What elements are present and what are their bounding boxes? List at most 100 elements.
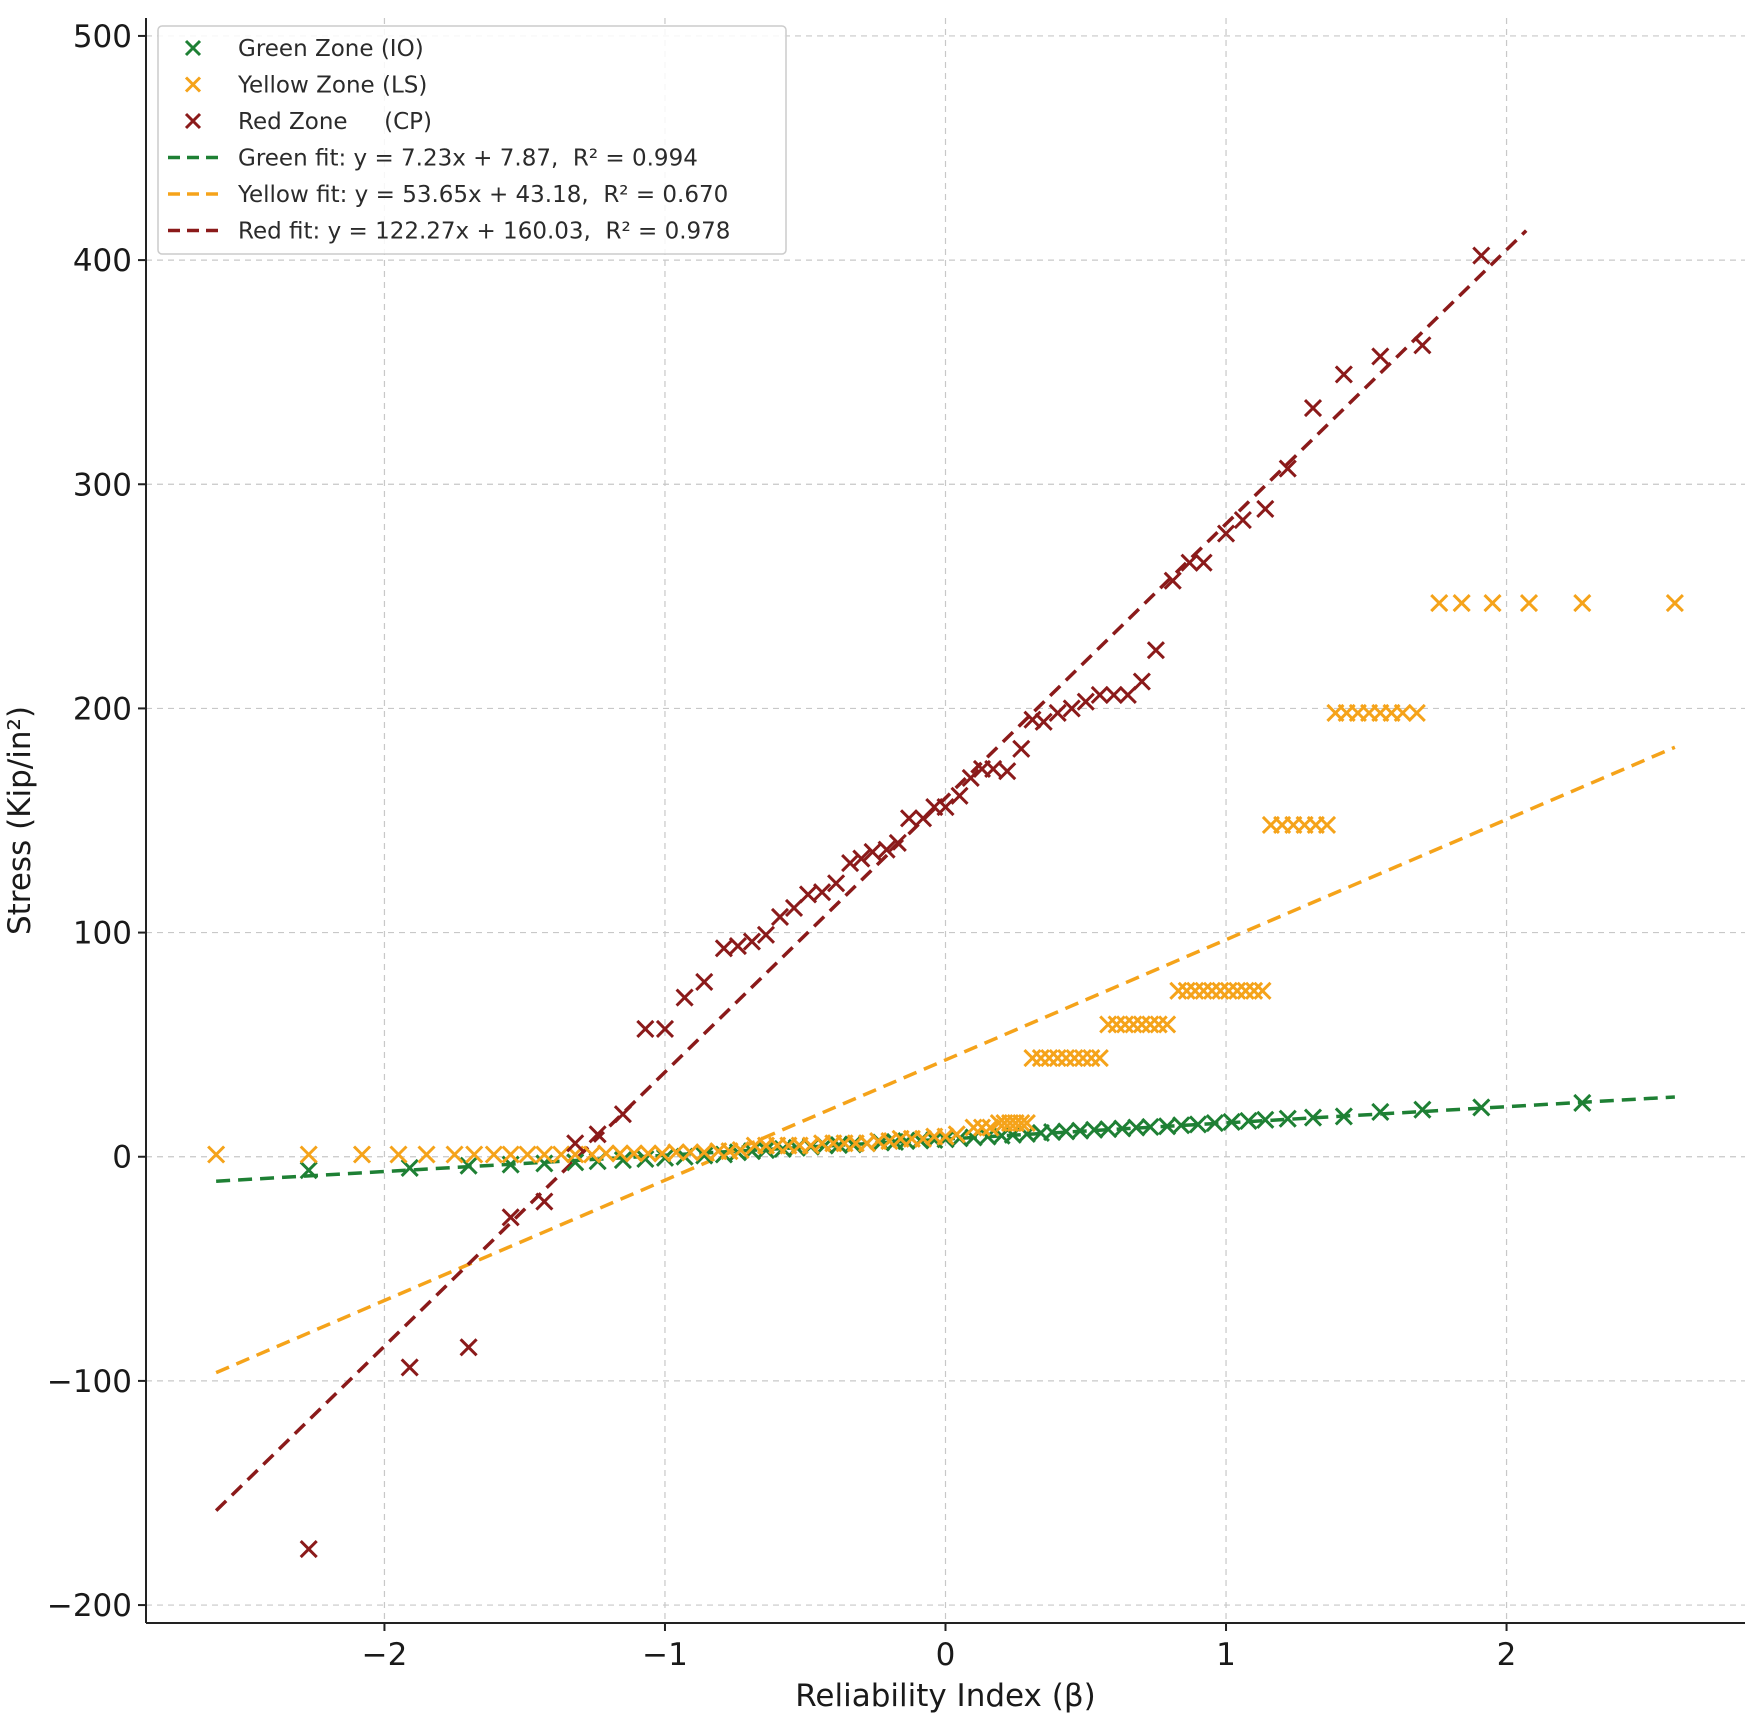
- data-point: [566, 1134, 585, 1153]
- data-point: [1034, 712, 1053, 731]
- data-point: [535, 1145, 554, 1164]
- data-point: [1048, 1049, 1067, 1068]
- data-point: [1430, 594, 1449, 613]
- axes: [138, 18, 1745, 1631]
- data-point: [964, 1118, 983, 1137]
- data-point: [1124, 1015, 1143, 1034]
- data-point: [1012, 1114, 1031, 1133]
- data-point: [1303, 1108, 1323, 1127]
- data-point: [552, 1145, 571, 1164]
- data-point: [1573, 1093, 1592, 1113]
- data-point: [1141, 1117, 1160, 1136]
- data-point: [1082, 1049, 1101, 1068]
- data-point: [1573, 594, 1592, 613]
- legend: Green Zone (IO) Yellow Zone (LS) Red Zone …: [157, 25, 787, 255]
- data-point: [998, 762, 1017, 781]
- data-point: [936, 1130, 955, 1149]
- legend-box: [157, 25, 787, 255]
- data-point: [613, 1105, 632, 1124]
- data-point: [1090, 1049, 1109, 1068]
- data-point: [695, 972, 714, 991]
- data-point: [1371, 1102, 1390, 1121]
- legend-label: Green fit: y = 7.23x + 7.87, R² = 0.994: [238, 146, 698, 172]
- data-point: [1065, 1049, 1084, 1068]
- data-point: [863, 842, 882, 861]
- data-point: [1177, 981, 1196, 1000]
- data-point: [655, 1019, 675, 1039]
- x-tick-label: −2: [362, 1637, 408, 1673]
- data-point: [1076, 692, 1095, 711]
- data-point: [1413, 1100, 1432, 1119]
- data-point: [299, 1161, 318, 1180]
- data-point: [798, 885, 818, 904]
- data-point: [1071, 1121, 1090, 1140]
- data-point: [681, 1143, 700, 1162]
- data-point: [1665, 594, 1684, 613]
- x-axis-title: Reliability Index (β): [795, 1678, 1095, 1714]
- data-point: [1452, 594, 1471, 613]
- data-point: [1057, 1049, 1076, 1068]
- legend-label: Red fit: y = 122.27x + 160.03, R² = 0.97…: [238, 219, 730, 245]
- data-point: [1090, 685, 1109, 705]
- legend-marker: [184, 76, 202, 93]
- data-point: [1256, 1110, 1275, 1129]
- data-point: [535, 1192, 554, 1211]
- data-point: [1472, 246, 1491, 265]
- data-point: [207, 1145, 226, 1164]
- data-point: [639, 1144, 658, 1163]
- data-point: [501, 1145, 520, 1164]
- data-point: [1407, 703, 1426, 722]
- data-point: [1118, 685, 1137, 705]
- data-point: [1099, 1015, 1118, 1034]
- data-point: [731, 1140, 750, 1160]
- data-point: [1099, 1120, 1118, 1139]
- data-point: [714, 939, 733, 958]
- data-point: [1107, 1015, 1126, 1034]
- data-point: [1317, 815, 1337, 835]
- data-point: [742, 932, 761, 951]
- y-tick-label: 200: [73, 691, 132, 727]
- data-point: [1303, 398, 1323, 418]
- data-point: [1278, 1109, 1297, 1128]
- data-point: [588, 1125, 607, 1144]
- y-tick-label: 100: [73, 916, 132, 952]
- data-point: [877, 840, 896, 859]
- data-point: [1163, 571, 1182, 590]
- data-point: [636, 1019, 655, 1039]
- data-point: [1127, 1118, 1146, 1137]
- data-point: [1334, 365, 1353, 384]
- y-tick-label: −100: [47, 1364, 132, 1400]
- data-point: [459, 1156, 478, 1175]
- data-point: [1172, 1116, 1191, 1135]
- data-point: [972, 1118, 992, 1137]
- x-tick-label: 0: [936, 1637, 956, 1673]
- data-point: [465, 1145, 484, 1164]
- data-point: [984, 759, 1003, 779]
- data-point: [852, 849, 871, 868]
- data-point: [389, 1145, 408, 1164]
- data-point: [675, 988, 694, 1007]
- legend-label: Green Zone (IO): [238, 36, 424, 62]
- data-point: [1085, 1120, 1104, 1139]
- data-point: [1017, 1114, 1036, 1133]
- data-point: [1211, 981, 1230, 1000]
- data-point: [1141, 1015, 1160, 1034]
- x-tick-label: −1: [642, 1637, 688, 1673]
- data-point: [770, 907, 790, 926]
- data-point: [841, 854, 860, 873]
- data-point: [484, 1145, 503, 1164]
- data-point: [501, 1208, 520, 1227]
- data-point: [597, 1144, 616, 1163]
- data-point: [1413, 336, 1432, 355]
- data-point: [897, 1131, 916, 1151]
- data-point: [1222, 1112, 1241, 1132]
- data-point: [400, 1158, 419, 1178]
- data-point: [1253, 981, 1272, 1000]
- data-point: [1228, 981, 1247, 1000]
- data-point: [695, 1146, 714, 1165]
- data-point: [1256, 499, 1275, 518]
- data-point: [417, 1145, 436, 1164]
- data-point: [1371, 347, 1390, 366]
- y-tick-label: 0: [112, 1140, 132, 1176]
- data-point: [756, 1140, 776, 1160]
